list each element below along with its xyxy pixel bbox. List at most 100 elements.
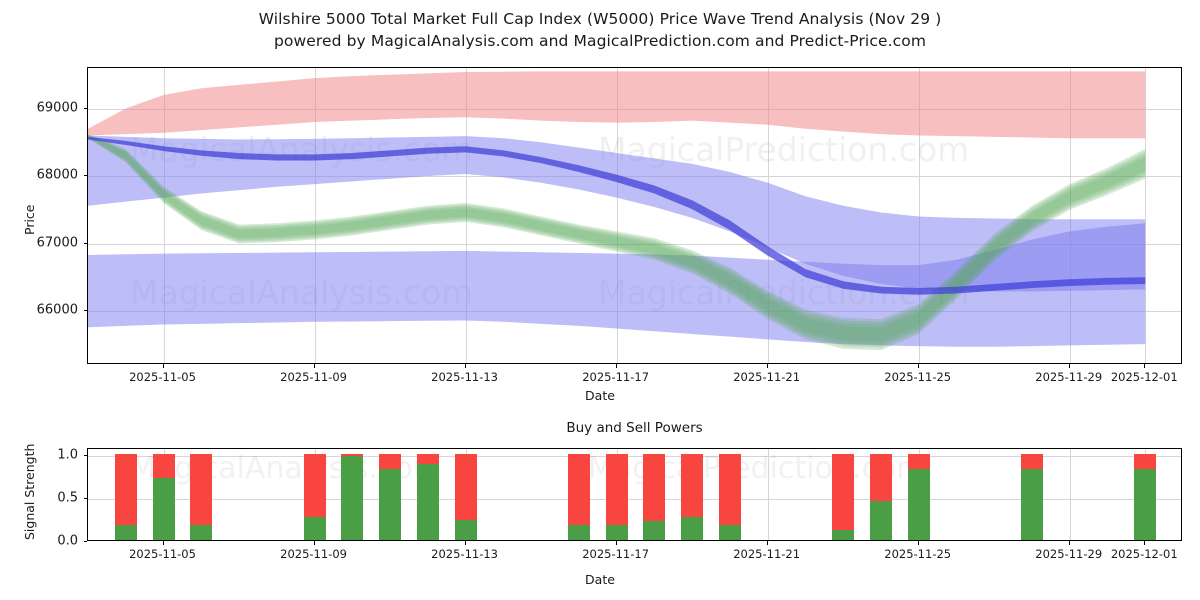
signal-date-tick [615,541,617,545]
signal-bar[interactable] [190,453,213,540]
signal-date-tick-label: 2025-11-09 [280,547,347,561]
date-tick [615,364,617,368]
signal-bar[interactable] [643,453,666,540]
signal-chart-title: Buy and Sell Powers [566,420,703,436]
band-blue-upper-wide-band [88,135,1146,292]
band-green-wave-band [88,134,1146,345]
signal-bar[interactable] [379,453,402,540]
date-gridline [163,68,165,363]
date-gridline [314,68,316,363]
price-tick [83,310,87,311]
signal-bar[interactable] [416,453,439,540]
date-tick-label: 2025-11-21 [733,370,801,384]
band-red-upper-band [88,71,1146,139]
price-tick-label: 69000 [36,100,78,115]
price-tick [83,175,87,176]
signal-tick-label: 0.0 [57,533,78,549]
signal-date-tick-label: 2025-11-13 [431,547,498,561]
sell-power-segment [114,453,137,526]
signal-bar[interactable] [1020,453,1043,540]
date-tick [766,364,768,368]
band-green-wave-band [88,135,1146,342]
date-axis-label-signal: Date [585,572,615,587]
buy-power-segment [303,516,326,540]
sell-power-segment [605,453,628,526]
price-chart-plot-area: MagicalAnalysis.comMagicalPrediction.com… [88,68,1181,363]
signal-bar[interactable] [567,453,590,540]
date-tick [162,364,164,368]
signal-date-tick [766,541,768,545]
signal-bar[interactable] [869,453,892,540]
sell-power-segment [567,453,590,526]
signal-date-tick-label: 2025-11-17 [582,547,650,561]
price-tick [83,242,87,244]
signal-bar[interactable] [454,453,477,540]
date-gridline [918,68,920,363]
buy-power-segment [1020,469,1043,540]
price-axis-label: Price [22,204,37,236]
buy-power-segment [643,521,666,540]
sell-power-segment [681,453,704,517]
signal-tick-label: 1.0 [57,447,78,463]
signal-bar[interactable] [303,453,326,540]
signal-bar[interactable] [605,453,628,540]
signal-date-gridline [1069,449,1071,540]
price-tick-label: 66000 [36,302,78,318]
signal-tick [83,454,87,456]
date-tick [1144,364,1146,368]
band-green-wave-band [88,134,1146,351]
sell-power-segment [416,453,439,465]
signal-date-tick [464,541,466,545]
price-band-layers [88,71,1146,351]
sell-power-segment [1020,453,1043,470]
buy-power-segment [681,516,704,540]
signal-tick [83,541,87,542]
date-tick-label: 2025-11-25 [884,370,952,384]
buy-power-segment [567,525,590,540]
buy-sell-powers-axes: MagicalAnalysis.com MagicalPrediction.com [87,448,1182,541]
signal-bar[interactable] [907,453,930,540]
signal-strength-axis-label: Signal Strength [22,443,37,540]
signal-date-tick-label: 2025-11-29 [1035,547,1103,561]
buy-power-segment [907,469,930,540]
buy-power-segment [869,501,892,540]
sell-power-segment [303,453,326,517]
sell-power-segment [454,453,477,521]
signal-bar[interactable] [718,453,741,540]
signal-bar[interactable] [341,453,364,540]
signal-bar[interactable] [152,453,175,540]
band-green-wave-band [88,134,1146,348]
date-gridline [465,68,467,363]
sell-power-segment [869,453,892,502]
sell-power-segment [190,453,213,526]
buy-power-segment [190,525,213,540]
signal-gridline [88,498,1181,500]
signal-bar[interactable] [114,453,137,540]
sell-power-segment [341,453,364,457]
date-tick [917,364,919,368]
band-blue-mid-narrow-band [88,136,1146,295]
buy-power-segment [341,456,364,540]
sell-power-segment [832,453,855,530]
date-tick-label: 2025-12-01 [1110,370,1178,384]
signal-bar[interactable] [832,453,855,540]
signal-bar[interactable] [681,453,704,540]
signal-date-tick [1068,541,1070,545]
date-tick [313,364,315,368]
date-tick [464,364,466,368]
date-tick-label: 2025-11-09 [280,370,347,384]
signal-date-tick [313,541,315,545]
buy-power-segment [718,525,741,540]
signal-bar[interactable] [1134,453,1157,540]
price-wave-chart-axes: MagicalAnalysis.comMagicalPrediction.com… [87,67,1182,364]
signal-date-tick-label: 2025-11-21 [733,547,801,561]
page-title: Wilshire 5000 Total Market Full Cap Inde… [0,8,1200,52]
date-axis-label-main: Date [585,388,615,403]
buy-power-segment [416,464,439,540]
sell-power-segment [152,453,175,478]
title-line-2: powered by MagicalAnalysis.com and Magic… [273,32,927,50]
price-tick-label: 68000 [36,167,78,183]
date-tick-label: 2025-11-29 [1035,370,1103,384]
signal-date-tick-label: 2025-11-25 [884,547,952,561]
